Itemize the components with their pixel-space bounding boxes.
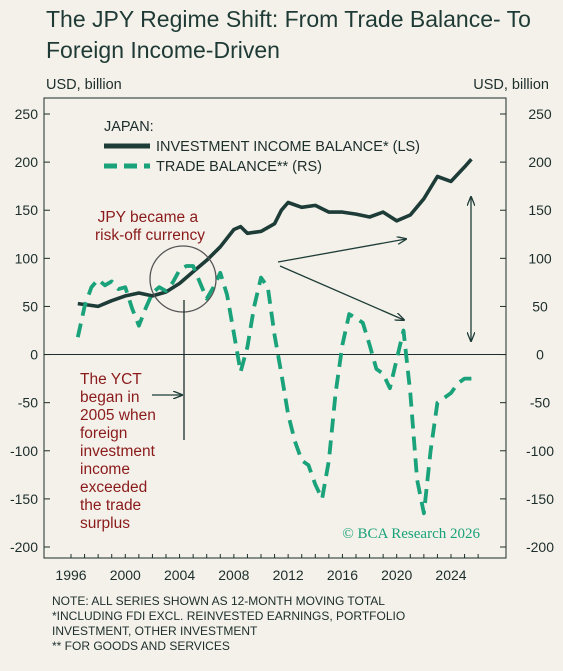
y-tick-label-left: 100 xyxy=(15,250,39,266)
y-tick-label-left: 150 xyxy=(15,202,39,218)
series-line-income xyxy=(77,158,473,309)
yct-line-5: investment xyxy=(80,443,156,460)
yct-line-7: exceeded xyxy=(80,479,147,496)
income-trend-arrow xyxy=(277,239,406,263)
trade-trend-arrow xyxy=(279,265,404,320)
legend-label-income: INVESTMENT INCOME BALANCE* (LS) xyxy=(156,139,420,155)
y-tick-label-right: -200 xyxy=(526,539,554,555)
left-axis-unit: USD, billion xyxy=(46,77,122,93)
x-tick-label: 2012 xyxy=(273,567,304,583)
yct-line-4: foreign xyxy=(80,425,127,442)
y-tick-label-right: 200 xyxy=(528,154,552,170)
x-tick-label: 2008 xyxy=(218,567,249,583)
footnote-1: NOTE: ALL SERIES SHOWN AS 12-MONTH MOVIN… xyxy=(52,594,385,608)
x-tick-label: 2020 xyxy=(381,567,412,583)
y-tick-label-left: -100 xyxy=(10,443,38,459)
riskoff-line-2: risk-off currency xyxy=(95,227,205,244)
footnote-4: ** FOR GOODS AND SERVICES xyxy=(52,639,230,653)
legend-label-trade: TRADE BALANCE** (RS) xyxy=(156,159,322,175)
series-line-trade xyxy=(75,264,472,516)
y-tick-label-left: -50 xyxy=(18,395,38,411)
yct-line-6: income xyxy=(80,461,130,478)
x-tick-label: 2004 xyxy=(164,567,195,583)
highlight-circle xyxy=(149,245,217,313)
x-tick-label: 1996 xyxy=(55,567,86,583)
y-tick-label-right: -50 xyxy=(530,395,550,411)
x-tick-label: 2024 xyxy=(435,567,466,583)
chart-svg: 250 250 200 200 150 150 100 100 50 50 0 0 -50 -50 -100… xyxy=(10,97,554,583)
y-tick-label-right: 50 xyxy=(532,298,548,314)
yct-line-1: The YCT xyxy=(80,371,142,388)
y-tick-label-right: 0 xyxy=(536,347,544,363)
y-tick-label-right: -100 xyxy=(526,443,554,459)
y-tick-label-right: -150 xyxy=(526,491,554,507)
y-tick-label-left: 0 xyxy=(30,347,38,363)
footnotes: NOTE: ALL SERIES SHOWN AS 12-MONTH MOVIN… xyxy=(52,594,552,654)
riskoff-line-1: JPY became a xyxy=(98,209,199,226)
x-tick-label: 2016 xyxy=(327,567,358,583)
footnote-3: INVESTMENT, OTHER INVESTMENT xyxy=(52,624,258,638)
y-tick-label-left: 50 xyxy=(22,298,38,314)
riskoff-annotation: JPY became a risk-off currency xyxy=(95,209,205,244)
yct-line-2: began in xyxy=(80,389,139,406)
source-credit: © BCA Research 2026 xyxy=(342,526,480,542)
yct-line-9: surplus xyxy=(80,515,130,532)
legend-heading: JAPAN: xyxy=(104,119,154,135)
y-tick-label-left: 250 xyxy=(15,106,39,122)
y-tick-label-right: 100 xyxy=(528,250,552,266)
yct-annotation: The YCT began in 2005 when foreign inves… xyxy=(80,371,160,532)
y-tick-label-right: 250 xyxy=(528,106,552,122)
y-tick-label-left: -150 xyxy=(10,491,38,507)
y-tick-label-left: -200 xyxy=(10,539,38,555)
right-axis-unit: USD, billion xyxy=(473,77,549,93)
footnote-2: *INCLUDING FDI EXCL. REINVESTED EARNINGS… xyxy=(52,609,406,623)
yct-line-8: the trade xyxy=(80,497,141,514)
y-tick-label-right: 150 xyxy=(528,202,552,218)
x-tick-label: 2000 xyxy=(110,567,141,583)
chart-title: The JPY Regime Shift: From Trade Balance… xyxy=(46,6,531,63)
y-tick-label-left: 200 xyxy=(15,154,39,170)
yct-line-3: 2005 when xyxy=(80,407,156,424)
